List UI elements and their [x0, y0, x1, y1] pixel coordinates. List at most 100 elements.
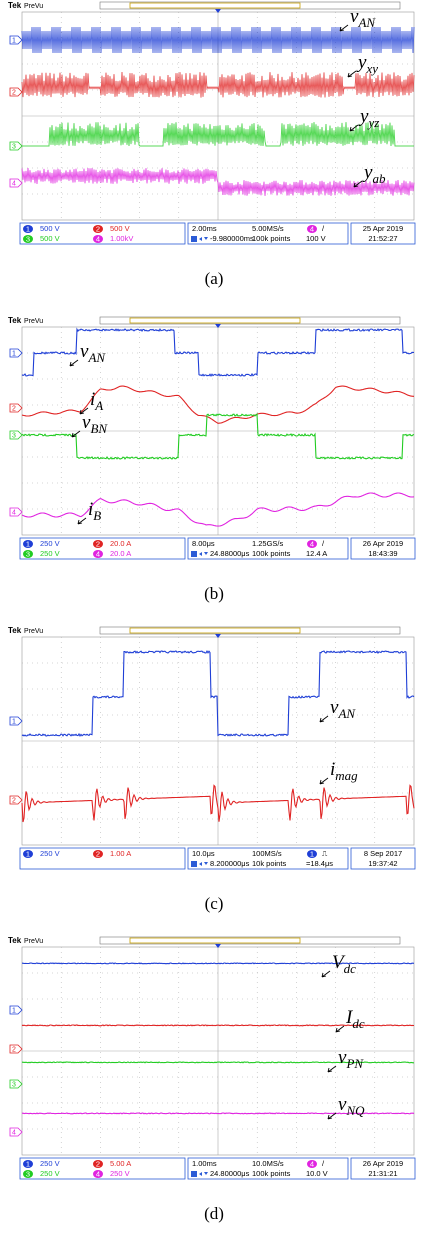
brand: Tek	[8, 626, 22, 635]
channel-number: 1	[26, 539, 30, 548]
label-sub: dc	[344, 961, 357, 976]
label-sub: NQ	[345, 1103, 365, 1118]
channel-marker-label: 2	[12, 1046, 16, 1053]
channel-marker-label: 4	[12, 509, 16, 516]
trigger-channel: 4	[310, 539, 314, 548]
trace-label: vAN	[350, 6, 376, 30]
channel-marker-label: 2	[12, 89, 16, 96]
channel-marker-label: 4	[12, 180, 16, 187]
label-sub: xy	[365, 61, 378, 76]
offset-icon	[191, 551, 197, 557]
time-offset: 8.200000μs	[210, 859, 250, 868]
record-length: 10k points	[252, 859, 286, 868]
sample-rate: 10.0MS/s	[252, 1159, 284, 1168]
trigger-channel: 1	[310, 849, 314, 858]
brand: Tek	[8, 316, 22, 325]
channel-number: 2	[96, 224, 100, 233]
time-offset: -9.980000ms	[210, 234, 254, 243]
channel-scale: 20.0 A	[110, 539, 131, 548]
label-base: y	[356, 52, 367, 73]
channel-number: 1	[26, 1159, 30, 1168]
channel-scale: 250 V	[40, 549, 60, 558]
channel-marker-label: 2	[12, 405, 16, 412]
label-sub: AN	[87, 350, 106, 365]
channel-scale: 250 V	[40, 1169, 60, 1178]
view-window	[130, 318, 300, 323]
record-length: 100k points	[252, 549, 291, 558]
offset-icon	[191, 236, 197, 242]
trigger-level: 100 V	[306, 234, 326, 243]
channel-number: 2	[96, 1159, 100, 1168]
mode: PreVu	[24, 938, 43, 945]
channel-scale: 250 V	[110, 1169, 130, 1178]
channel-number: 1	[26, 849, 30, 858]
channel-scale: 250 V	[40, 539, 60, 548]
channel-marker-label: 1	[12, 37, 16, 44]
label-sub: B	[93, 508, 101, 523]
channel-number: 4	[96, 1169, 100, 1178]
trigger-channel: 4	[310, 224, 314, 233]
timebase: 8.00μs	[192, 539, 215, 548]
label-sub: PN	[345, 1056, 364, 1071]
caption: (c)	[205, 894, 224, 913]
scope-panel: TekPreVu1234vANiAvBNiB1250 V220.0 A3250 …	[8, 316, 415, 603]
record-length: 100k points	[252, 1169, 291, 1178]
channel-marker-label: 1	[12, 718, 16, 725]
time-offset: 24.80000μs	[210, 1169, 250, 1178]
label-base: y	[358, 106, 369, 127]
time: 21:52:27	[368, 234, 397, 243]
channel-number: 1	[26, 224, 30, 233]
view-window	[130, 3, 300, 8]
channel-number: 4	[96, 234, 100, 243]
trigger-channel: 4	[310, 1159, 314, 1168]
label-sub: ab	[372, 171, 386, 186]
channel-scale: 20.0 A	[110, 549, 131, 558]
offset-icon	[191, 1171, 197, 1177]
caption: (a)	[205, 269, 224, 288]
timebase: 2.00ms	[192, 224, 217, 233]
channel-scale: 5.00 A	[110, 1159, 131, 1168]
record-length: 100k points	[252, 234, 291, 243]
offset-icon	[191, 861, 197, 867]
channel-number: 3	[26, 549, 30, 558]
date: 25 Apr 2019	[363, 224, 403, 233]
trigger-level: =18.4μs	[306, 859, 333, 868]
channel-scale: 500 V	[40, 224, 60, 233]
channel-marker-label: 3	[12, 432, 16, 439]
sample-rate: 1.25GS/s	[252, 539, 284, 548]
channel-marker-label: 1	[12, 1007, 16, 1014]
channel-scale: 500 V	[110, 224, 130, 233]
brand: Tek	[8, 1, 22, 10]
time-offset: 24.88000μs	[210, 549, 250, 558]
label-sub: AN	[357, 15, 376, 30]
label-sub: A	[94, 398, 103, 413]
sample-rate: 100MS/s	[252, 849, 282, 858]
mode: PreVu	[24, 318, 43, 325]
label-base: y	[362, 162, 373, 183]
date: 8 Sep 2017	[364, 849, 402, 858]
channel-marker-label: 3	[12, 143, 16, 150]
channel-marker-label: 3	[12, 1081, 16, 1088]
channel-number: 4	[96, 549, 100, 558]
timebase: 10.0μs	[192, 849, 215, 858]
channel-scale: 250 V	[40, 1159, 60, 1168]
timebase: 1.00ms	[192, 1159, 217, 1168]
view-window	[130, 938, 300, 943]
date: 26 Apr 2019	[363, 539, 403, 548]
time: 18:43:39	[368, 549, 397, 558]
sample-rate: 5.00MS/s	[252, 224, 284, 233]
channel-number: 2	[96, 849, 100, 858]
channel-number: 2	[96, 539, 100, 548]
caption: (d)	[204, 1204, 224, 1223]
label-sub: BN	[90, 421, 108, 436]
channel-number: 3	[26, 234, 30, 243]
label-sub: yz	[366, 115, 379, 130]
channel-scale: 250 V	[40, 849, 60, 858]
time: 19:37:42	[368, 859, 397, 868]
channel-marker-label: 4	[12, 1129, 16, 1136]
trigger-level: 12.4 A	[306, 549, 327, 558]
trigger-symbol: ⎍	[322, 849, 328, 858]
